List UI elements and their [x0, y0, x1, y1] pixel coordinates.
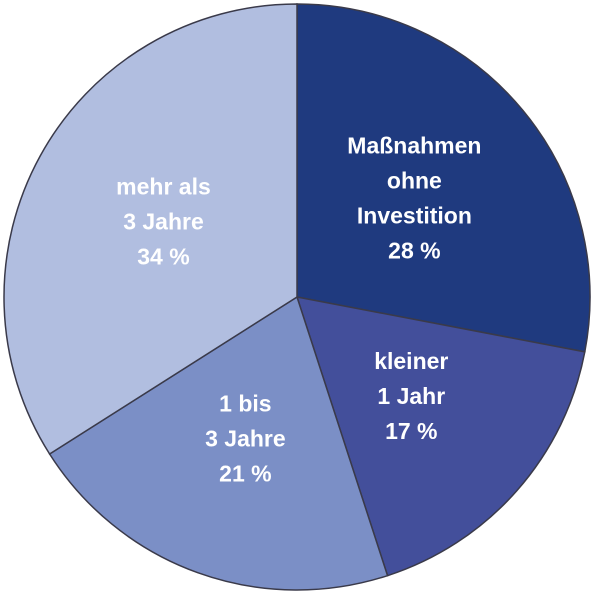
pie-slice [296, 3, 591, 353]
slice-label: 1 Jahr [377, 383, 445, 409]
slice-label: ohne [387, 167, 442, 193]
slice-label: Maßnahmen [347, 132, 481, 158]
pie-slice [48, 295, 389, 591]
slice-label: mehr als [116, 174, 211, 200]
value-label: 34 % [137, 244, 189, 270]
slice-label: kleiner [374, 348, 448, 374]
slice-label: Investition [357, 202, 472, 228]
slice-label: 3 Jahre [205, 425, 286, 451]
pie-slice [295, 296, 586, 577]
slice-label: 1 bis [219, 390, 271, 416]
value-label: 21 % [219, 460, 271, 486]
slice-label: 3 Jahre [123, 209, 204, 235]
pie-slice [3, 3, 298, 456]
value-label: 28 % [388, 237, 440, 263]
value-label: 17 % [385, 418, 437, 444]
